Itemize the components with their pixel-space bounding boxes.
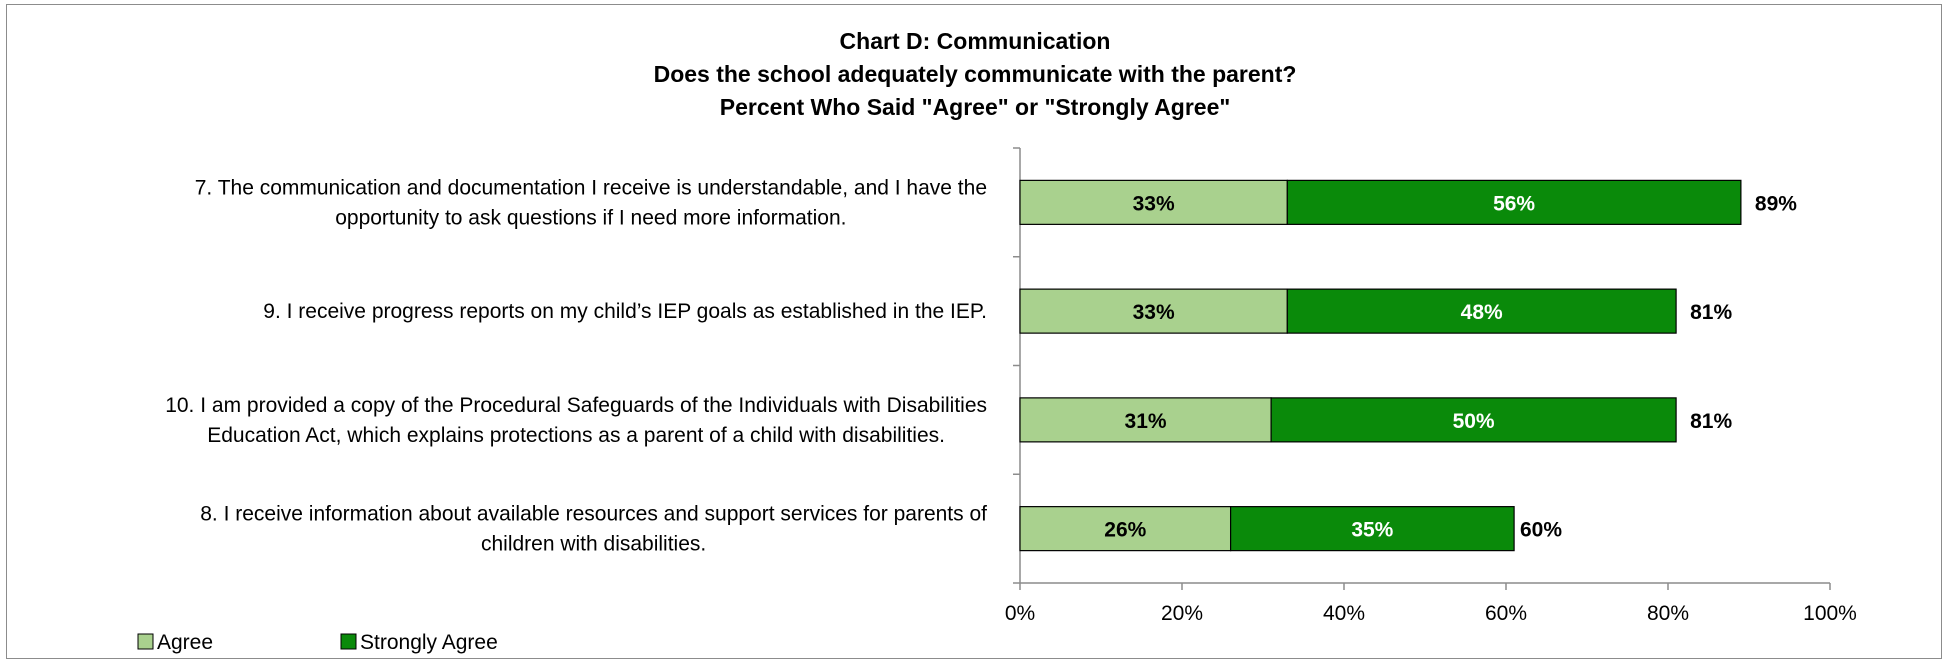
x-tick-label: 100% (1803, 602, 1857, 625)
bar-total-label: 81% (1690, 410, 1732, 433)
bar-total-label: 81% (1690, 301, 1732, 324)
legend-label: Agree (157, 631, 213, 654)
bar-total-label: 89% (1755, 192, 1797, 215)
chart-title-line: Does the school adequately communicate w… (654, 61, 1297, 87)
x-tick-label: 60% (1485, 602, 1527, 625)
legend-swatch (341, 634, 356, 649)
x-tick-label: 40% (1323, 602, 1365, 625)
legend-swatch (138, 634, 153, 649)
bar-value-label: 35% (1351, 519, 1393, 542)
bar-value-label: 50% (1453, 410, 1495, 433)
bar-value-label: 56% (1493, 192, 1535, 215)
x-tick-label: 20% (1161, 602, 1203, 625)
bar-value-label: 26% (1104, 519, 1146, 542)
x-tick-label: 80% (1647, 602, 1689, 625)
category-labels: 7. The communication and documentation I… (165, 176, 987, 555)
x-tick-label: 0% (1005, 602, 1035, 625)
chart-title: Chart D: Communication Does the school ad… (654, 28, 1297, 120)
chart-svg: Chart D: Communication Does the school ad… (7, 5, 1943, 660)
bar-total-label: 60% (1520, 519, 1562, 542)
chart-frame: Chart D: Communication Does the school ad… (6, 4, 1942, 659)
bar-value-label: 33% (1133, 192, 1175, 215)
legend-label: Strongly Agree (360, 631, 498, 654)
category-label: 9. I receive progress reports on my chil… (263, 300, 987, 323)
category-label: 8. I receive information about available… (200, 503, 987, 556)
chart-title-line: Percent Who Said "Agree" or "Strongly Ag… (720, 94, 1231, 120)
category-label: 10. I am provided a copy of the Procedur… (165, 394, 987, 447)
bar-value-label: 33% (1133, 301, 1175, 324)
bar-value-label: 48% (1461, 301, 1503, 324)
bar-value-label: 31% (1125, 410, 1167, 433)
category-label: 7. The communication and documentation I… (195, 176, 987, 229)
bars: 33% 56% 89% 33% 48% 81% 31% 50% 81% 26% 35% 60% (1020, 180, 1797, 550)
chart-title-line: Chart D: Communication (840, 28, 1111, 54)
legend: Agree Strongly Agree (138, 631, 498, 654)
